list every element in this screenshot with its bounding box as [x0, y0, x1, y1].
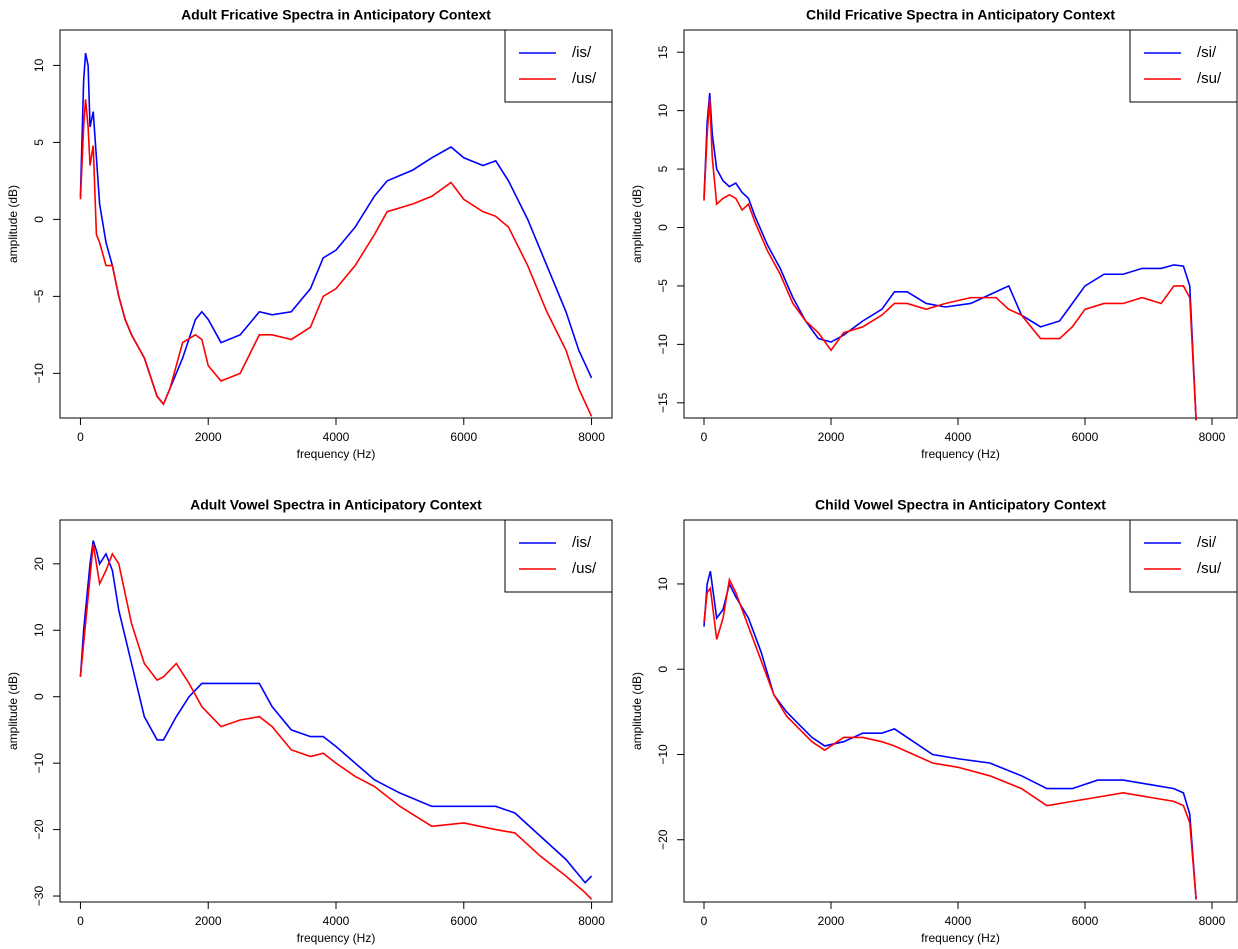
x-tick-label: 2000 — [818, 914, 845, 928]
y-tick-label: −10 — [656, 744, 670, 765]
legend-label: /su/ — [1197, 70, 1222, 87]
series-line — [79, 543, 593, 900]
y-tick-label: −10 — [32, 753, 46, 774]
y-tick-label: −5 — [32, 289, 46, 303]
y-axis-label: amplitude (dB) — [6, 672, 20, 750]
x-tick-label: 8000 — [1199, 430, 1226, 444]
y-tick-label: 10 — [656, 577, 670, 591]
x-tick-label: 0 — [701, 430, 708, 444]
legend-box — [1129, 29, 1238, 103]
x-tick-label: 4000 — [323, 430, 350, 444]
x-tick-label: 6000 — [1072, 914, 1099, 928]
legend-label: /us/ — [572, 560, 597, 577]
chart-title: Adult Vowel Spectra in Anticipatory Cont… — [190, 497, 482, 513]
x-tick-label: 8000 — [578, 430, 605, 444]
y-tick-label: 0 — [32, 693, 46, 700]
y-tick-label: 0 — [656, 666, 670, 673]
legend-box — [504, 519, 613, 593]
y-tick-label: −30 — [32, 886, 46, 907]
x-tick-label: 6000 — [1072, 430, 1099, 444]
legend-label: /si/ — [1197, 534, 1217, 551]
x-tick-label: 0 — [701, 914, 708, 928]
legend-box — [1129, 519, 1238, 593]
chart-title: Child Fricative Spectra in Anticipatory … — [806, 7, 1115, 23]
series-line — [79, 52, 593, 406]
y-tick-label: 10 — [32, 623, 46, 637]
series-line — [703, 570, 1197, 900]
y-tick-label: −20 — [656, 829, 670, 850]
legend-label: /su/ — [1197, 560, 1222, 577]
x-tick-label: 6000 — [450, 430, 477, 444]
x-tick-label: 8000 — [578, 914, 605, 928]
x-tick-label: 2000 — [195, 914, 222, 928]
x-tick-label: 0 — [77, 914, 84, 928]
y-tick-label: −5 — [656, 279, 670, 293]
y-axis-label: amplitude (dB) — [630, 672, 644, 750]
x-axis-label: frequency (Hz) — [297, 447, 376, 461]
y-tick-label: 15 — [656, 45, 670, 59]
chart-title: Adult Fricative Spectra in Anticipatory … — [181, 7, 491, 23]
y-tick-label: 5 — [32, 139, 46, 146]
y-axis-label: amplitude (dB) — [630, 185, 644, 263]
x-axis-label: frequency (Hz) — [297, 931, 376, 945]
x-tick-label: 4000 — [323, 914, 350, 928]
legend-box — [504, 29, 613, 103]
x-tick-label: 4000 — [945, 430, 972, 444]
y-tick-label: 0 — [656, 224, 670, 231]
series-line — [703, 93, 1197, 421]
x-tick-label: 6000 — [450, 914, 477, 928]
x-axis-label: frequency (Hz) — [921, 447, 1000, 461]
series-line — [79, 99, 593, 417]
y-tick-label: 5 — [656, 165, 670, 172]
x-tick-label: 4000 — [945, 914, 972, 928]
x-tick-label: 0 — [77, 430, 84, 444]
x-axis-label: frequency (Hz) — [921, 931, 1000, 945]
series-line — [703, 577, 1197, 900]
y-tick-label: 10 — [32, 58, 46, 72]
y-tick-label: −10 — [656, 334, 670, 355]
series-line — [79, 540, 593, 884]
x-tick-label: 2000 — [818, 430, 845, 444]
y-tick-label: −15 — [656, 392, 670, 413]
x-tick-label: 8000 — [1199, 914, 1226, 928]
chart-title: Child Vowel Spectra in Anticipatory Cont… — [815, 497, 1106, 513]
y-axis-label: amplitude (dB) — [6, 185, 20, 263]
x-tick-label: 2000 — [195, 430, 222, 444]
y-tick-label: 20 — [32, 557, 46, 571]
y-tick-label: −20 — [32, 819, 46, 840]
legend-label: /si/ — [1197, 44, 1217, 61]
legend-label: /is/ — [572, 534, 592, 551]
y-tick-label: 0 — [32, 216, 46, 223]
legend-label: /us/ — [572, 70, 597, 87]
y-tick-label: 10 — [656, 104, 670, 118]
legend-label: /is/ — [572, 44, 592, 61]
y-tick-label: −10 — [32, 363, 46, 384]
series-line — [703, 98, 1197, 421]
